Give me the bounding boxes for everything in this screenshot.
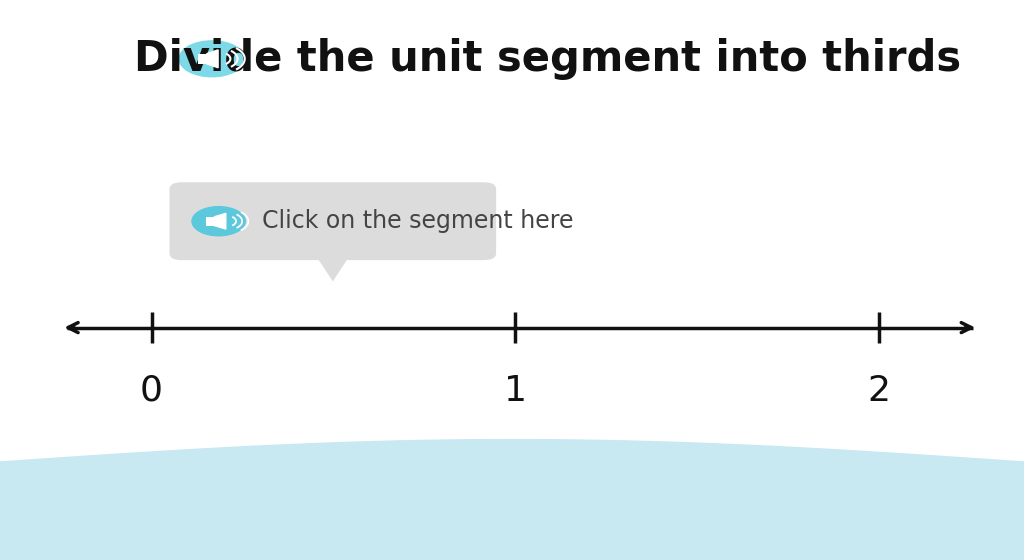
Text: 0: 0: [140, 374, 163, 408]
Circle shape: [193, 207, 246, 236]
Text: 1: 1: [504, 374, 526, 408]
Circle shape: [179, 41, 245, 77]
FancyBboxPatch shape: [170, 183, 497, 260]
Text: Divide the unit segment into thirds: Divide the unit segment into thirds: [134, 38, 962, 80]
Polygon shape: [207, 50, 218, 68]
FancyBboxPatch shape: [198, 54, 207, 64]
FancyBboxPatch shape: [207, 217, 215, 226]
Polygon shape: [0, 440, 1024, 560]
Text: ◐: ◐: [204, 58, 206, 59]
Polygon shape: [314, 254, 351, 281]
Text: Click on the segment here: Click on the segment here: [262, 209, 573, 233]
Polygon shape: [215, 213, 226, 229]
Text: 2: 2: [867, 374, 890, 408]
